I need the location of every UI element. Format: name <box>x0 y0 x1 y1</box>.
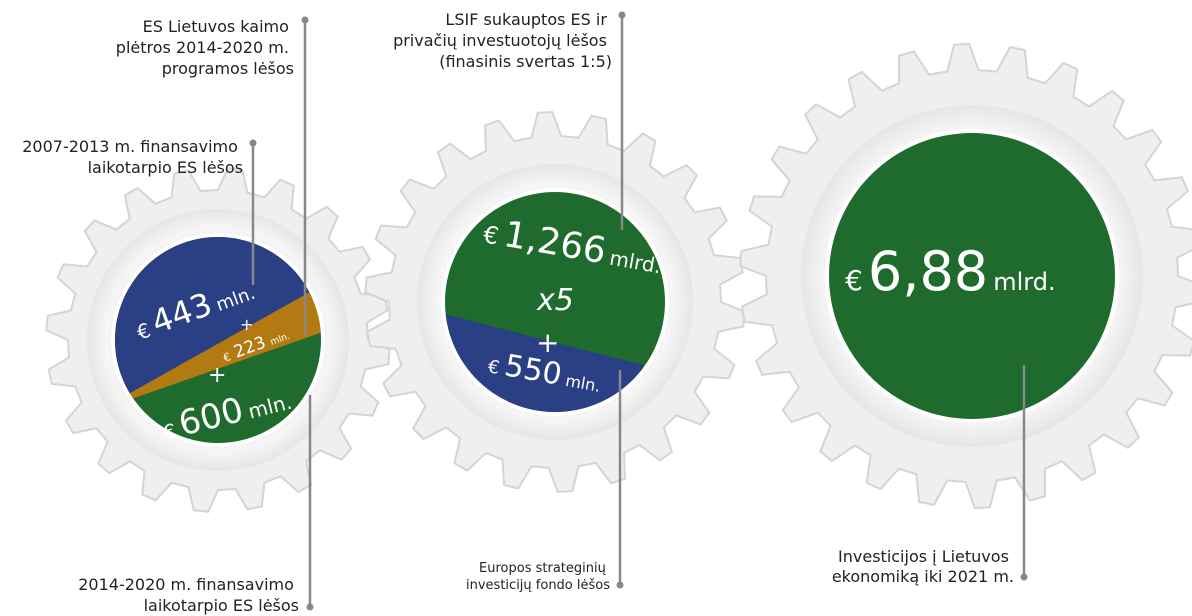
callout-dot <box>1021 574 1028 581</box>
callout-label: ES Lietuvos kaimo plėtros 2014-2020 m. p… <box>116 17 294 78</box>
callout-dot <box>619 12 626 19</box>
callout-label: 2007-2013 m. finansavimo laikotarpio ES … <box>22 137 243 177</box>
callout-label: 2014-2020 m. finansavimo laikotarpio ES … <box>78 575 299 615</box>
callout-dot <box>617 582 624 589</box>
callout-dot <box>250 140 257 147</box>
infographic: € 443 mln. + € 223 mln. + € 600 mln. € 1… <box>0 0 1192 616</box>
callout-dot <box>307 604 314 611</box>
callout-dot <box>302 17 309 24</box>
callout-label: LSIF sukauptos ES ir privačių investuoto… <box>393 10 612 71</box>
multiplier: x5 <box>536 283 574 318</box>
callout-label: Investicijos į Lietuvos ekonomiką iki 20… <box>832 547 1014 586</box>
plus: + <box>208 363 226 388</box>
callout-label: Europos strateginių investicijų fondo lė… <box>466 561 610 593</box>
plus: + <box>240 315 253 334</box>
